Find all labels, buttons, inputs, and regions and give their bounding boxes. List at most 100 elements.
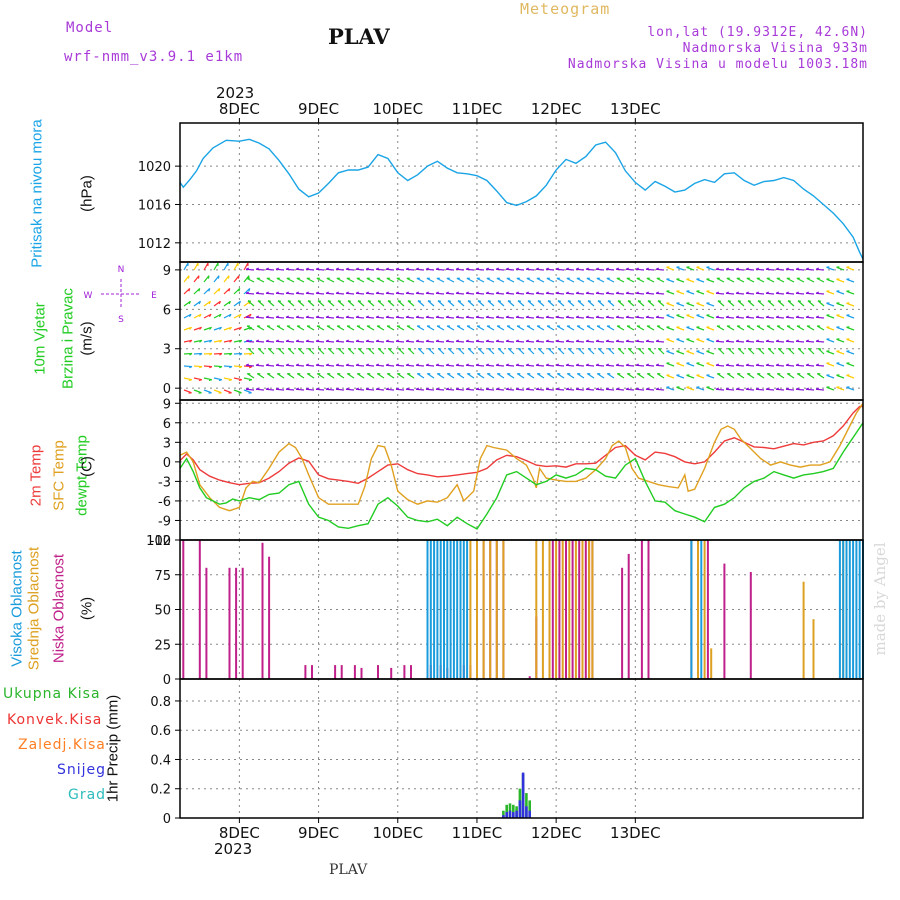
precip-bar [508,810,512,818]
precip-bar [528,800,531,818]
y-tick-label: 50 [154,604,171,619]
clouds-bar [353,665,356,679]
clouds-bar [377,665,379,679]
y-tick-label: 0 [163,812,171,827]
y-tick-label: 100 [146,534,171,549]
clouds-bar [574,540,577,679]
top-year: 2023 [216,84,255,102]
precip-frame [179,678,864,819]
top-day-label: 11DEC [452,100,503,118]
bottom-day-label: 10DEC [372,824,423,842]
pressure-series-0 [179,138,864,260]
precip-legend-total: Ukupna Kisa [3,686,101,702]
clouds-bar [449,540,452,679]
clouds-bar [852,540,855,679]
precip-legend-hail: Grad [68,787,107,803]
clouds-bar [855,540,858,679]
clouds-bar [842,540,845,679]
clouds-bar [360,667,363,679]
clouds-bar [578,540,581,679]
clouds-bar [541,540,544,679]
y-tick-label: 3 [163,436,171,451]
clouds-bar [459,540,462,679]
clouds-bar [848,540,851,679]
clouds-bar [462,540,465,679]
compass-n: N [118,265,125,275]
clouds-bar [647,540,650,679]
clouds-bar [838,540,841,679]
clouds-bar [548,540,551,679]
clouds-bar [495,540,498,679]
model-label: Model [66,20,114,36]
precip-bar [505,812,508,818]
top-day-label: 8DEC [219,100,260,118]
clouds-bar [502,540,505,679]
clouds-bar [198,540,201,679]
bottom-day-label: 12DEC [531,824,582,842]
precip-bar [502,810,505,818]
precip-bar [528,810,531,818]
lonlat: lon,lat (19.9312E, 42.6N) [647,25,868,40]
top-day-label: 9DEC [298,100,339,118]
clouds-bar [489,540,492,679]
clouds-bar [710,648,713,679]
y-tick-label: 1016 [138,198,171,213]
y-tick-label: 6 [163,417,171,432]
y-tick-label: 25 [154,638,171,653]
clouds-bar [700,540,703,679]
clouds-bar [228,567,231,679]
y-tick-label: 0 [163,382,171,397]
clouds-bar [535,540,538,679]
clouds-bar [311,665,313,679]
clouds-bar [268,556,271,679]
y-tick-label: 0.6 [150,724,171,739]
clouds-bar [571,540,574,679]
clouds-bar [439,540,442,679]
clouds-bar [858,540,861,679]
clouds-bar [241,567,244,679]
clouds-bar [697,540,699,679]
y-tick-label: -9 [158,514,171,529]
clouds-bar [426,540,429,679]
temperature-frame [179,399,864,541]
y-tick-label: 1012 [138,237,171,252]
clouds-bar [528,676,531,679]
model-name: wrf-nmm_v3.9.1 e1km [64,49,244,65]
bottom-day-label: 11DEC [452,824,503,842]
product-title: Meteogram [520,0,611,18]
clouds-bar [621,567,624,679]
clouds-bar [551,540,554,679]
top-day-label: 10DEC [372,100,423,118]
clouds-bar [845,540,848,679]
precip-bar [525,793,528,818]
precip-bar [512,812,515,818]
compass-e: E [151,291,157,301]
clouds-bar [469,540,472,679]
clouds-bar [476,540,478,679]
temperature-series-2 [179,422,864,530]
clouds-bar [443,540,445,679]
clouds-bar [304,665,307,679]
clouds-bar [390,667,393,679]
clouds-bar [749,572,752,679]
precip-bar [515,810,518,818]
clouds-bar [456,540,459,679]
compass-s: S [118,315,124,325]
y-tick-label: 0.8 [150,695,171,710]
clouds-bar [482,540,485,679]
y-tick-label: 9 [163,397,171,412]
wind-arrows [183,262,855,394]
model-elevation: Nadmorska Visina u modelu 1003.18m [567,57,868,72]
y-tick-label: -6 [158,495,171,510]
clouds-bar [403,665,406,679]
y-tick-label: -3 [158,475,171,490]
precip-bar [521,772,525,818]
y-tick-label: 3 [163,343,171,358]
station-title: PLAV [328,24,390,49]
clouds-bar [429,540,432,679]
clouds-bar [433,540,436,679]
clouds-bar [340,665,343,679]
clouds-bar [182,540,185,679]
clouds-bar [812,619,815,679]
